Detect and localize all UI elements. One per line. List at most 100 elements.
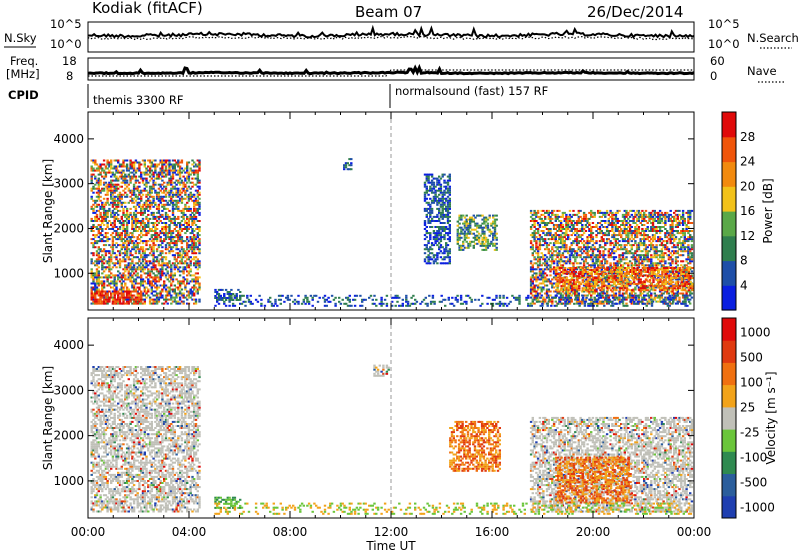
heatmap-cell [177,302,180,305]
heatmap-cell [113,226,116,228]
heatmap-cell [180,228,184,230]
heatmap-cell [178,232,182,235]
heatmap-cell [193,248,196,251]
freq-panel-frame [87,57,695,81]
heatmap-cell [545,256,549,259]
heatmap-cell [90,177,93,180]
heatmap-cell [106,161,109,164]
heatmap-cell [568,302,572,305]
heatmap-cell [575,224,579,226]
heatmap-cell [95,302,99,305]
heatmap-cell [159,244,162,247]
heatmap-cell [438,230,441,232]
heatmap-cell [110,282,113,285]
heatmap-cell [436,256,439,259]
heatmap-cell [101,258,104,261]
heatmap-cell [173,169,176,172]
heatmap-cell [134,256,138,259]
heatmap-cell [198,161,201,164]
nave-tick-bottom: 0 [710,69,717,83]
heatmap-cell [177,292,180,295]
heatmap-cell [141,302,145,305]
heatmap-cell [148,244,152,247]
heatmap-cell [184,226,187,228]
heatmap-cell [148,193,152,196]
heatmap-cell [132,193,136,196]
heatmap-cell [113,185,116,188]
heatmap-cell [171,217,175,220]
heatmap-cell [154,238,157,241]
heatmap-cell [122,171,125,174]
heatmap-cell [115,242,118,245]
heatmap-cell [163,195,166,198]
heatmap-cell [161,167,164,170]
heatmap-cell [113,252,116,255]
heatmap-cell [346,168,349,171]
heatmap-cell [168,266,171,269]
heatmap-cell [423,220,427,222]
heatmap-cell [171,163,175,166]
heatmap-cell [189,240,192,243]
heatmap-cell [189,169,192,172]
heatmap-cell [196,189,199,192]
heatmap-cell [191,280,194,283]
heatmap-cell [161,222,164,224]
heatmap-cell [448,189,451,192]
heatmap-cell [127,173,130,176]
heatmap-cell [111,282,115,285]
heatmap-cell [536,232,540,235]
heatmap-cell [102,280,106,283]
heatmap-cell [127,264,130,267]
heatmap-cell [182,211,185,214]
heatmap-cell [113,300,116,303]
heatmap-cell [138,288,141,291]
heatmap-cell [182,256,185,259]
heatmap-cell [616,264,619,267]
heatmap-cell [194,207,198,210]
heatmap-cell [434,191,437,194]
heatmap-cell [194,171,198,174]
heatmap-cell [536,209,540,212]
heatmap-cell [535,262,538,265]
heatmap-cell [533,217,536,220]
heatmap-cell [138,220,141,222]
heatmap-cell [138,163,141,166]
heatmap-cell [102,250,106,253]
heatmap-cell [115,230,118,232]
heatmap-cell [102,205,106,208]
heatmap-cell [187,175,191,178]
heatmap-cell [177,215,180,218]
heatmap-cell [136,274,139,277]
heatmap-cell [171,236,175,239]
heatmap-cell [572,224,575,226]
heatmap-cell [623,238,626,241]
heatmap-cell [148,207,152,210]
heatmap-cell [154,189,157,192]
heatmap-cell [99,165,102,168]
heatmap-cell [141,203,145,206]
heatmap-cell [438,181,441,184]
heatmap-cell [122,292,125,295]
heatmap-cell [150,250,153,253]
heatmap-cell [214,291,217,293]
heatmap-cell [140,300,143,303]
heatmap-cell [140,292,143,295]
heatmap-cell [161,203,164,206]
heatmap-cell [602,302,605,305]
heatmap-cell [173,274,176,277]
heatmap-cell [134,262,138,265]
heatmap-cell [193,165,196,168]
heatmap-cell [122,222,125,224]
heatmap-cell [110,201,113,204]
heatmap-cell [193,215,196,218]
heatmap-cell [180,187,184,190]
heatmap-cell [178,270,182,273]
heatmap-cell [237,288,240,291]
heatmap-cell [125,224,129,226]
heatmap-cell [551,246,554,249]
heatmap-cell [572,242,575,245]
heatmap-cell [168,230,171,232]
heatmap-cell [111,298,115,301]
heatmap-cell [147,199,150,202]
